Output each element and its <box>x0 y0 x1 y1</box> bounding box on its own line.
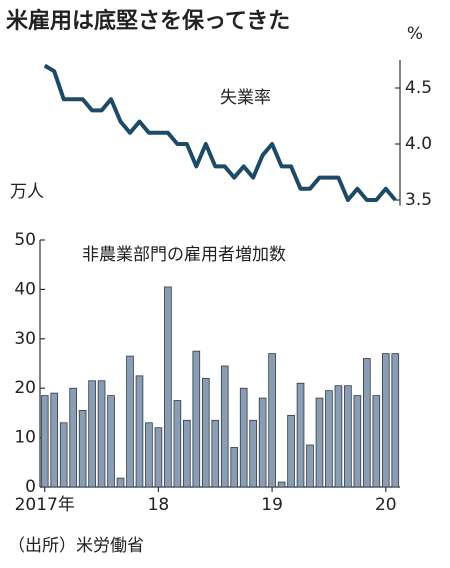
bar <box>391 353 400 488</box>
y-tick-label: 20 <box>14 378 36 398</box>
bar <box>325 390 333 488</box>
bar <box>135 375 144 488</box>
y-tick-label: 4.0 <box>405 134 432 154</box>
bar <box>126 355 134 488</box>
bar <box>258 397 267 488</box>
y-tick-label: 50 <box>14 230 36 250</box>
bar <box>107 395 115 488</box>
bar <box>201 377 210 488</box>
y-tick-label: 40 <box>14 279 36 299</box>
bar <box>97 380 106 488</box>
x-tick-label: 2017年 <box>15 495 75 515</box>
bar <box>211 419 220 488</box>
bar <box>69 387 77 488</box>
bar <box>116 477 125 488</box>
bar <box>78 410 87 488</box>
bar <box>145 422 153 488</box>
source: （出所）米労働省 <box>8 536 144 556</box>
y-tick-label: 10 <box>14 428 36 448</box>
bar <box>372 395 381 488</box>
bar <box>59 422 68 488</box>
chart-title: 米雇用は底堅さを保ってきた <box>6 8 290 34</box>
line <box>43 63 397 202</box>
bar <box>173 400 182 488</box>
x-tick-label: 19 <box>261 495 283 515</box>
bar <box>249 419 257 488</box>
bar <box>164 286 172 488</box>
bar <box>192 350 201 488</box>
y-tick-label: 30 <box>14 329 36 349</box>
x-tick-label: 20 <box>375 495 397 515</box>
bar <box>88 380 96 488</box>
y-tick-label: 0 <box>25 477 36 497</box>
bar <box>306 444 314 488</box>
bar <box>353 395 362 488</box>
bar <box>268 353 276 488</box>
bar-title: 非農業部門の雇用者増加数 <box>82 245 286 265</box>
bar <box>239 387 248 488</box>
y-axis-unit: 万人 <box>10 182 44 202</box>
bar <box>220 365 229 488</box>
bar <box>315 397 324 488</box>
bar <box>381 353 390 488</box>
bar <box>40 395 49 488</box>
y-axis-unit: % <box>407 24 423 44</box>
bar <box>363 358 371 488</box>
bar <box>344 385 352 488</box>
bar <box>183 419 191 488</box>
x-tick-label: 18 <box>148 495 170 515</box>
y-tick-label: 3.5 <box>405 190 432 210</box>
bar <box>277 481 286 488</box>
bar <box>287 414 295 488</box>
bar <box>296 382 305 488</box>
bar <box>154 427 163 488</box>
bar <box>230 447 239 488</box>
line-title: 失業率 <box>220 88 271 108</box>
bar <box>334 385 343 488</box>
y-tick-label: 4.5 <box>405 78 432 98</box>
bar <box>50 392 59 488</box>
